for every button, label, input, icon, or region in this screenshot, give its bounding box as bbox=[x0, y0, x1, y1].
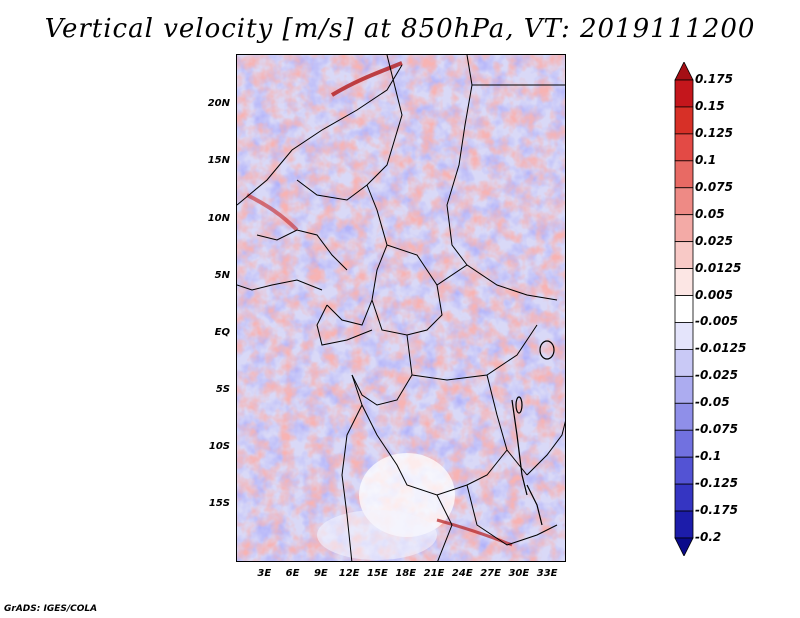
lon-tick-label: 15E bbox=[367, 568, 388, 579]
lon-tick-label: 18E bbox=[395, 568, 417, 579]
colorbar-segment bbox=[674, 456, 694, 485]
colorbar-segment bbox=[674, 160, 694, 189]
lat-tick-label: 5S bbox=[215, 383, 230, 395]
colorbar-segment bbox=[674, 429, 694, 458]
lon-tick-label: 12E bbox=[338, 568, 360, 579]
colorbar-tick-label: 0.125 bbox=[695, 125, 733, 140]
lon-tick-label: 9E bbox=[313, 568, 328, 579]
colorbar-tick-label: 0.15 bbox=[695, 98, 725, 113]
calm-region-south bbox=[317, 510, 437, 560]
lat-tick-label: 5N bbox=[214, 269, 230, 281]
country-boundaries bbox=[237, 55, 565, 561]
colorbar-segment bbox=[674, 241, 694, 269]
colorbar-segment bbox=[674, 375, 694, 404]
lat-tick-label: 10N bbox=[207, 212, 230, 224]
colorbar-segment bbox=[674, 510, 694, 539]
lake-outlines bbox=[511, 340, 555, 526]
grads-credit: GrADS: IGES/COLA bbox=[4, 604, 98, 614]
strong-ascent-band bbox=[246, 193, 299, 232]
lon-tick-label: 24E bbox=[451, 568, 473, 579]
lon-tick-label: 33E bbox=[536, 568, 558, 579]
colorbar-tick-label: 0.025 bbox=[695, 233, 733, 248]
lon-tick-label: 27E bbox=[480, 568, 501, 579]
map-title: Vertical velocity [m/s] at 850hPa, VT: 2… bbox=[44, 14, 756, 44]
colorbar-tick-label: -0.125 bbox=[695, 476, 738, 491]
lat-tick-label: 15S bbox=[208, 497, 230, 509]
colorbar-tick-label: 0.1 bbox=[695, 152, 717, 167]
colorbar-segment bbox=[674, 79, 694, 108]
colorbar-segment bbox=[674, 322, 694, 350]
colorbar-segment bbox=[674, 62, 694, 81]
strong-ascent-band bbox=[436, 518, 513, 547]
lon-tick-label: 6E bbox=[285, 568, 300, 579]
colorbar-tick-label: 0.075 bbox=[695, 179, 733, 194]
lon-tick-label: 3E bbox=[257, 568, 272, 579]
lat-tick-label: 10S bbox=[208, 440, 230, 452]
colorbar-tick-label: -0.005 bbox=[695, 314, 738, 329]
colorbar-segment bbox=[674, 295, 694, 323]
colorbar-segment bbox=[674, 483, 694, 512]
lat-tick-label: EQ bbox=[214, 326, 230, 338]
colorbar-segment bbox=[674, 349, 694, 377]
colorbar-tick-label: -0.05 bbox=[695, 395, 730, 410]
colorbar-segment bbox=[674, 106, 694, 135]
lat-tick-label: 15N bbox=[207, 155, 230, 167]
colorbar-segment bbox=[674, 133, 694, 162]
colorbar-tick-label: 0.0125 bbox=[695, 260, 742, 275]
colorbar-tick-label: -0.175 bbox=[695, 503, 738, 518]
map-plot-area bbox=[236, 54, 566, 562]
colorbar-tick-label: 0.175 bbox=[695, 72, 733, 86]
lon-tick-label: 30E bbox=[508, 568, 530, 579]
colorbar-tick-label: -0.025 bbox=[695, 368, 738, 383]
colorbar-segment bbox=[674, 214, 694, 243]
lon-tick-label: 21E bbox=[423, 568, 445, 579]
colorbar-tick-label: -0.1 bbox=[695, 449, 722, 464]
colorbar bbox=[674, 62, 694, 556]
colorbar-segment bbox=[674, 537, 694, 556]
colorbar-tick-label: -0.075 bbox=[695, 422, 738, 437]
colorbar-segment bbox=[674, 268, 694, 296]
colorbar-segment bbox=[674, 402, 694, 431]
strong-ascent-band bbox=[330, 61, 403, 97]
colorbar-tick-label: -0.2 bbox=[695, 530, 722, 544]
vertical-velocity-field bbox=[237, 55, 565, 561]
colorbar-tick-label: 0.05 bbox=[695, 206, 725, 221]
lat-tick-label: 20N bbox=[207, 98, 230, 110]
colorbar-tick-label: -0.0125 bbox=[695, 341, 747, 356]
colorbar-segment bbox=[674, 187, 694, 216]
colorbar-tick-label: 0.005 bbox=[695, 287, 733, 302]
